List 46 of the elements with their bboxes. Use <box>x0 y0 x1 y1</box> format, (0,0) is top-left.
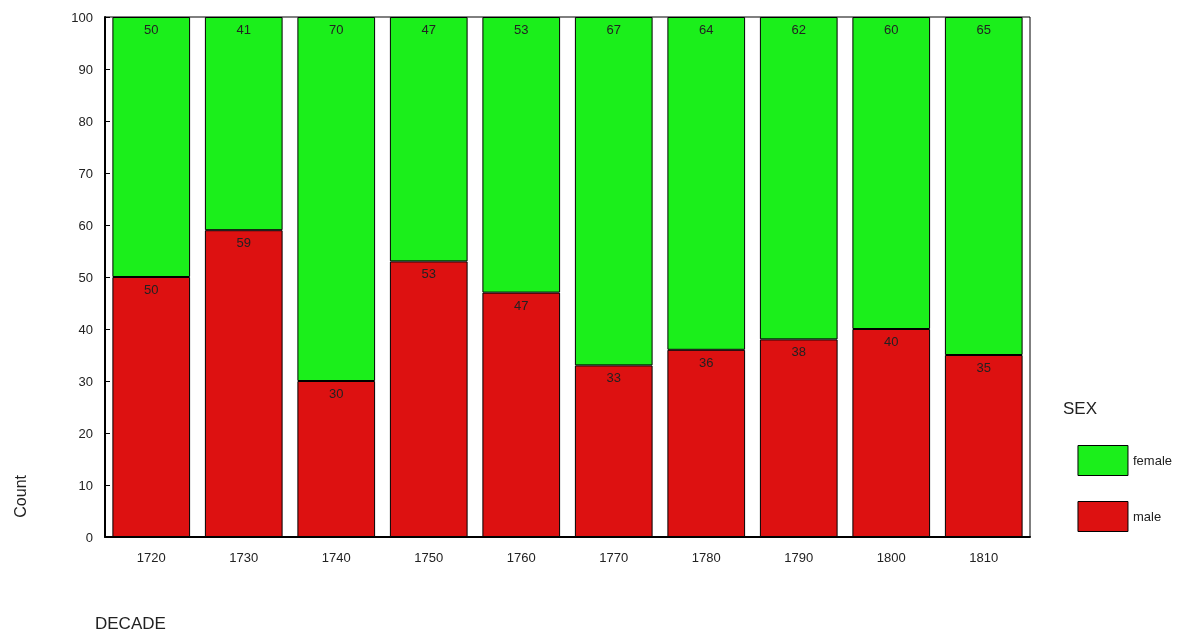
y-tick-label: 100 <box>71 9 93 25</box>
y-tick-label: 10 <box>78 477 93 493</box>
data-label: 60 <box>884 22 899 37</box>
x-tick-label: 1740 <box>321 550 351 565</box>
data-label: 35 <box>976 360 991 375</box>
data-label: 33 <box>606 370 621 386</box>
data-label: 30 <box>329 386 344 401</box>
x-tick-label: 1790 <box>784 550 814 565</box>
data-label: 50 <box>144 22 159 37</box>
y-tick-label: 60 <box>78 217 93 233</box>
data-label: 53 <box>421 266 436 282</box>
x-tick-label: 1750 <box>414 550 444 565</box>
y-tick-label: 30 <box>78 373 93 389</box>
data-label: 70 <box>329 22 344 37</box>
x-tick-label: 1810 <box>969 550 999 565</box>
x-tick-label: 1780 <box>691 550 721 565</box>
data-label: 40 <box>884 334 899 349</box>
data-label: 47 <box>421 22 436 37</box>
legend-label: female <box>1132 453 1173 468</box>
x-axis-title: DECADE <box>95 614 166 633</box>
data-label: 47 <box>514 297 529 313</box>
legend-title: SEX <box>1062 399 1098 418</box>
y-tick-label: 20 <box>78 425 93 441</box>
data-label: 38 <box>791 344 806 360</box>
data-label: 50 <box>144 282 159 297</box>
data-label: 41 <box>236 22 251 37</box>
data-label: 59 <box>236 235 251 251</box>
x-tick-label: 1800 <box>876 550 906 565</box>
y-tick-label: 50 <box>78 269 93 285</box>
data-label: 67 <box>606 22 621 37</box>
x-tick-label: 1730 <box>229 550 259 565</box>
data-label: 64 <box>699 22 714 37</box>
y-tick-label: 90 <box>78 61 93 77</box>
legend-label: male <box>1132 509 1162 524</box>
data-label: 62 <box>791 22 806 37</box>
data-label: 36 <box>699 354 714 370</box>
y-tick-label: 0 <box>85 529 93 545</box>
x-tick-label: 1720 <box>136 550 166 565</box>
y-axis-title: Count <box>11 474 29 518</box>
y-tick-label: 40 <box>78 321 93 337</box>
x-tick-label: 1760 <box>506 550 536 565</box>
data-label: 53 <box>514 22 529 37</box>
y-tick-label: 70 <box>78 165 93 181</box>
x-tick-label: 1770 <box>599 550 629 565</box>
data-label: 65 <box>976 22 991 37</box>
y-tick-label: 80 <box>78 113 93 129</box>
